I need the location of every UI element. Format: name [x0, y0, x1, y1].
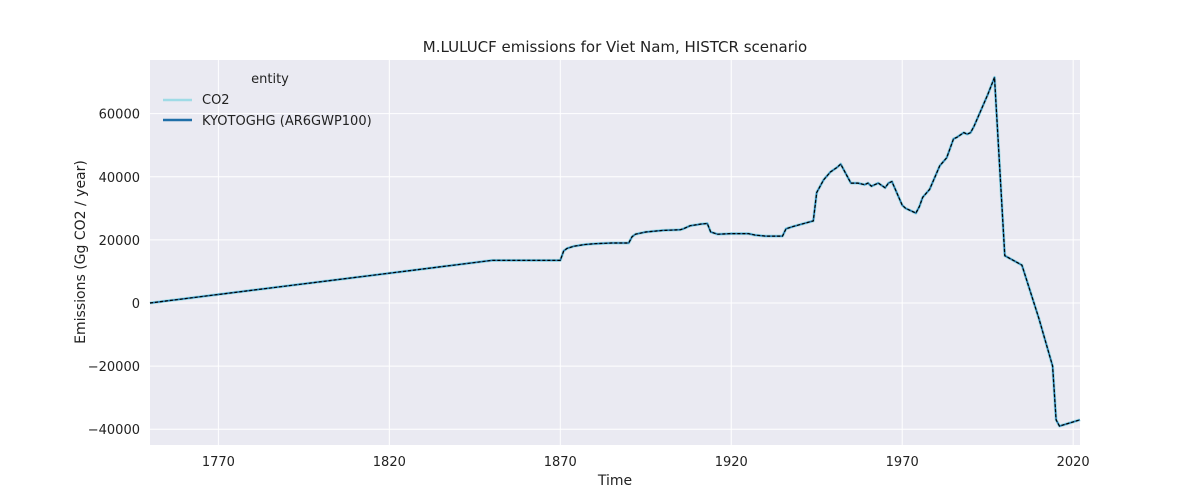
y-tick-label: 40000: [99, 171, 140, 186]
series-layer: [149, 75, 1081, 428]
y-axis-label: Emissions (Gg CO2 / year): [73, 160, 89, 344]
legend-label-kyotoghg: KYOTOGHG (AR6GWP100): [202, 114, 372, 129]
x-axis-label: Time: [597, 473, 632, 489]
legend-label-co2: CO2: [202, 93, 230, 108]
legend-title: entity: [251, 72, 289, 87]
grid-lines: [150, 60, 1080, 445]
y-tick-label: 20000: [99, 234, 140, 249]
x-tick-label: 1920: [715, 455, 748, 470]
series-line-kyotoghg: [149, 76, 1081, 427]
legend: entity CO2 KYOTOGHG (AR6GWP100): [163, 72, 372, 129]
x-tick-label: 1970: [886, 455, 919, 470]
x-tick-label: 2020: [1057, 455, 1090, 470]
x-tick-label: 1820: [373, 455, 406, 470]
y-tick-label: −40000: [88, 423, 140, 438]
y-tick-label: 60000: [99, 108, 140, 123]
x-tick-label: 1870: [544, 455, 577, 470]
plot-area: [150, 60, 1080, 445]
tick-labels: 1770 1820 1870 1920 1970 2020 −40000 −20000 0 200…: [88, 108, 1090, 470]
x-tick-label: 1770: [202, 455, 235, 470]
y-tick-label: 0: [132, 297, 140, 312]
y-tick-label: −20000: [88, 360, 140, 375]
chart-title: M.LULUCF emissions for Viet Nam, HISTCR …: [423, 38, 807, 56]
